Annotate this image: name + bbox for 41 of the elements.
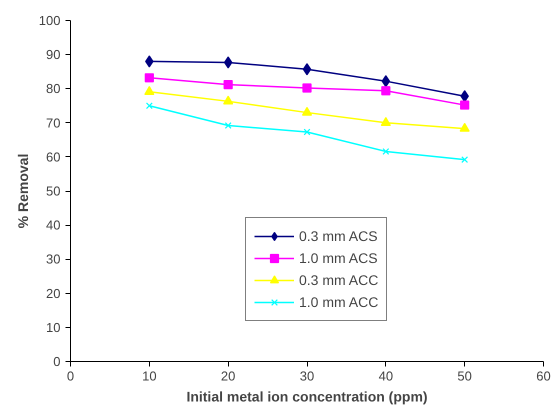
x-tick-label: 0 (66, 368, 74, 384)
y-tick-label: 40 (46, 218, 61, 233)
point (302, 63, 312, 76)
y-tick-label: 20 (46, 286, 61, 301)
y-axis-title: % Removal (14, 154, 31, 228)
point (146, 102, 153, 110)
point (224, 122, 232, 129)
point (144, 86, 154, 95)
point (144, 73, 154, 82)
y-tick-label: 0 (53, 354, 61, 369)
x-tick-label: 20 (220, 368, 236, 384)
x-tick-label: 40 (378, 368, 394, 384)
point (302, 106, 312, 116)
legend-label: 1.0 mm ACC (299, 294, 378, 310)
y-tick-label: 30 (46, 252, 61, 267)
point (382, 75, 390, 88)
legend-label: 0.3 mm ACC (299, 272, 378, 288)
point (461, 156, 468, 164)
legend-label: 0.3 mm ACS (299, 228, 378, 244)
y-tick-label: 80 (46, 81, 61, 96)
y-tick-label: 70 (46, 115, 61, 130)
point (460, 100, 470, 110)
x-tick-label: 10 (142, 368, 157, 384)
point (380, 117, 391, 126)
point (224, 80, 233, 90)
x-axis-title: Initial metal ion concentration (ppm) (186, 388, 428, 404)
point (460, 122, 470, 132)
legend-label: 1.0 mm ACS (299, 250, 378, 266)
point (304, 128, 310, 136)
y-tick-label: 100 (38, 13, 61, 28)
point (382, 148, 390, 155)
y-tick-label: 50 (46, 184, 61, 198)
x-tick-label: 30 (300, 368, 314, 384)
y-tick-label: 90 (46, 47, 61, 62)
y-tick-label: 60 (46, 149, 61, 164)
x-tick-label: 50 (457, 368, 472, 384)
point (381, 86, 390, 96)
y-tick-label: 10 (46, 320, 61, 335)
point (302, 83, 312, 93)
x-tick-label: 60 (536, 368, 551, 384)
point (223, 96, 234, 105)
